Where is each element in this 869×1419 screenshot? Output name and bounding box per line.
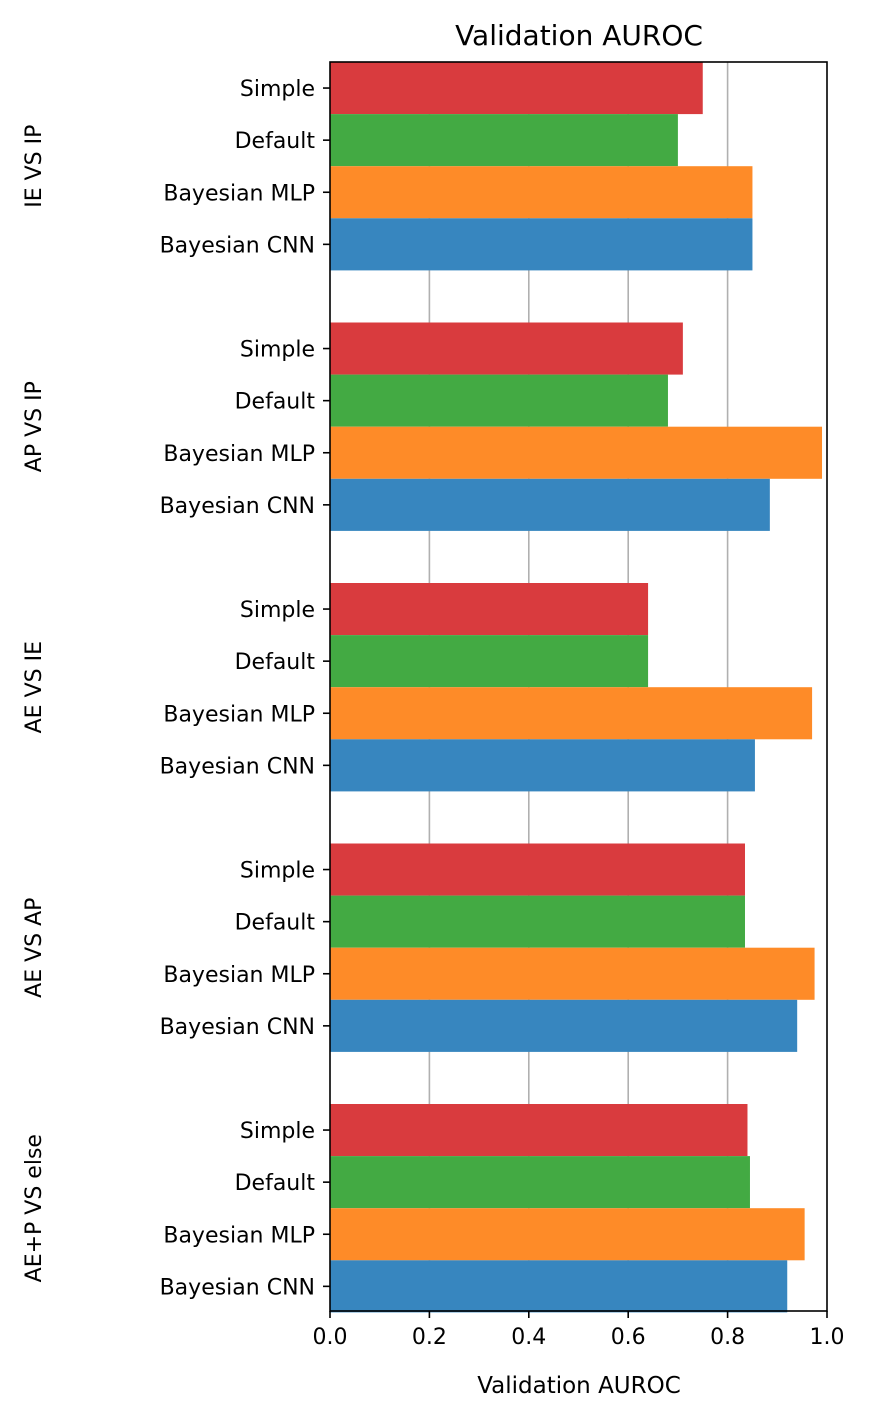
bar-bayesian-cnn [330, 999, 798, 1052]
bar-label: Bayesian CNN [160, 754, 315, 779]
bar-label: Default [235, 129, 316, 154]
bar-label: Bayesian MLP [163, 963, 315, 988]
group-label: AP VS IP [22, 381, 47, 472]
bar-simple [330, 62, 703, 115]
bar-bayesian-cnn [330, 218, 753, 271]
bar-label: Default [235, 390, 316, 415]
bar-label: Simple [240, 77, 315, 102]
bar-label: Bayesian MLP [163, 1223, 315, 1248]
x-axis-ticks: 0.0 0.2 0.4 0.6 0.8 1.0 [313, 1311, 845, 1350]
chart-title: Validation AUROC [455, 19, 703, 52]
group-label: AE VS AP [22, 898, 47, 998]
x-axis-label: Validation AUROC [477, 1373, 681, 1399]
x-tick-label: 0.2 [412, 1325, 447, 1350]
bar-label: Bayesian CNN [160, 1015, 315, 1040]
bar-default [330, 1156, 750, 1209]
bar-bayesian-mlp [330, 947, 815, 1000]
bar-label: Simple [240, 598, 315, 623]
x-tick-label: 1.0 [810, 1325, 845, 1350]
bar-label: Default [235, 650, 316, 675]
bar-default [330, 114, 678, 167]
bar-bayesian-mlp [330, 166, 753, 219]
bar-label: Default [235, 1171, 316, 1196]
bar-bayesian-cnn [330, 1260, 788, 1313]
bar-bayesian-cnn [330, 478, 770, 531]
x-tick-label: 0.4 [511, 1325, 546, 1350]
bar-default [330, 635, 649, 688]
plot-frame [329, 61, 828, 1312]
bar-label: Simple [240, 338, 315, 363]
bar-default [330, 374, 668, 427]
bar-label: Bayesian CNN [160, 233, 315, 258]
group-label: AE+P VS else [22, 1134, 47, 1282]
bar-label: Simple [240, 1119, 315, 1144]
bar-simple [330, 583, 649, 636]
bar-label: Default [235, 911, 316, 936]
x-tick-label: 0.8 [710, 1325, 745, 1350]
bar-default [330, 895, 745, 948]
bar-bayesian-mlp [330, 426, 823, 479]
bar-bayesian-cnn [330, 739, 755, 792]
bar-bayesian-mlp [330, 687, 813, 740]
bar-label: Bayesian MLP [163, 181, 315, 206]
bar-simple [330, 1104, 748, 1157]
x-tick-label: 0.0 [313, 1325, 348, 1350]
bar-label: Bayesian CNN [160, 494, 315, 519]
bars [330, 62, 823, 1313]
bar-simple [330, 843, 745, 896]
bar-label: Bayesian MLP [163, 442, 315, 467]
bar-label: Bayesian MLP [163, 702, 315, 727]
x-tick-label: 0.6 [611, 1325, 646, 1350]
bar-bayesian-mlp [330, 1208, 805, 1261]
category-labels: Simple Default Bayesian MLP Bayesian CNN Sim… [160, 77, 330, 1300]
group-label: AE VS IE [22, 641, 47, 733]
group-label: IE VS IP [22, 125, 47, 208]
bar-simple [330, 322, 683, 375]
group-labels: IE VS IP AP VS IP AE VS IE AE VS AP AE+P VS … [22, 125, 47, 1283]
bar-label: Simple [240, 859, 315, 884]
bar-label: Bayesian CNN [160, 1275, 315, 1300]
